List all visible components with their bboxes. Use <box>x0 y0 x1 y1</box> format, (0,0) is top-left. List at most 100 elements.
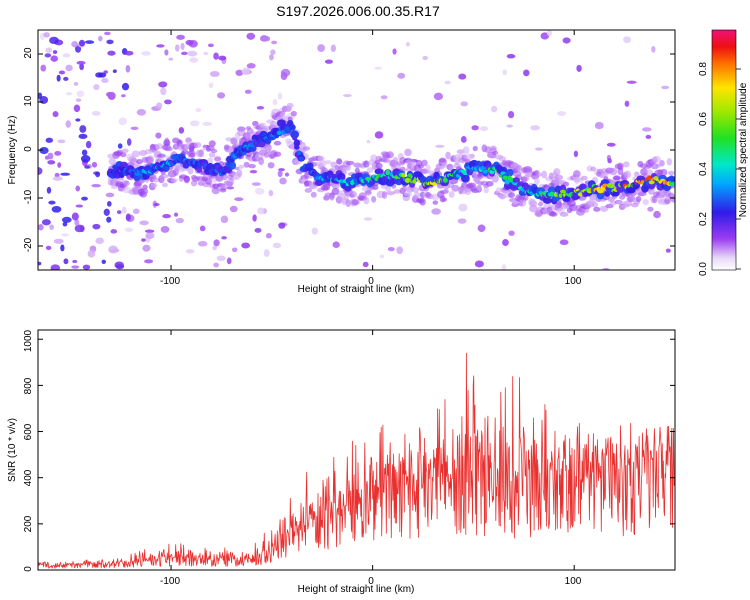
spectrogram-cell <box>101 77 109 84</box>
snr-y-axis-label: SNR (10 * v/v) <box>7 418 18 482</box>
spectrogram-cell <box>214 156 222 162</box>
spectrogram-cell <box>456 149 465 154</box>
spectrogram-cell <box>168 57 174 61</box>
spectrogram-cell <box>624 100 630 107</box>
spectrogram-cell <box>262 125 272 131</box>
spectrogram-cell <box>208 152 216 158</box>
spectrogram-cell <box>474 260 484 268</box>
spectrogram-cell <box>553 168 561 176</box>
spectrogram-cell <box>482 169 488 174</box>
spectrogram-cell <box>213 262 219 268</box>
spectrogram-cell <box>38 92 43 99</box>
spectrogram-cell <box>124 50 134 56</box>
spectrogram-cell <box>187 50 198 57</box>
spectrogram-cell <box>52 50 58 55</box>
spectrogram-cell <box>341 166 348 175</box>
spectrogram-cell <box>80 154 91 163</box>
spectrogram-cell <box>208 140 216 147</box>
spectrogram-cell <box>671 181 675 187</box>
spectrogram-cell <box>438 157 447 163</box>
spectrogram-cell <box>502 175 508 180</box>
spectrogram-cell <box>280 111 286 118</box>
spectrogram-cell <box>396 246 404 255</box>
spectrogram-cell <box>156 153 166 158</box>
spec-x-axis-label: Height of straight line (km) <box>298 284 415 295</box>
spectrogram-cell <box>151 177 160 183</box>
spectrogram-cell <box>375 162 383 169</box>
spectrogram-cell <box>290 130 300 139</box>
spectrogram-cell <box>79 63 84 71</box>
spectrogram-cell <box>87 249 96 258</box>
spectrogram-cell <box>56 74 61 82</box>
spectrogram-cell <box>671 197 675 203</box>
spectrogram-cell <box>174 44 180 52</box>
spectrogram-cell <box>178 127 185 134</box>
spectrogram-cell <box>197 240 208 247</box>
spectrogram-cell <box>57 162 62 168</box>
spectrogram-cell <box>141 51 151 56</box>
spectrogram-cell <box>374 168 384 175</box>
spectrogram-cell <box>534 177 540 186</box>
spectrogram-cell <box>81 149 88 156</box>
spectrogram-cell <box>106 39 114 45</box>
spectrogram-cell <box>448 191 455 198</box>
spectrogram-cell <box>234 166 240 171</box>
spectrogram-cell <box>548 212 558 217</box>
spectrogram-cell <box>462 146 470 155</box>
spectrogram-cell <box>220 215 229 224</box>
spectrogram-cell <box>142 244 151 252</box>
spectrogram-cell <box>405 41 411 47</box>
spectrogram-cell <box>181 51 188 56</box>
spectrogram-cell <box>147 155 154 163</box>
spectrogram-cell <box>213 239 220 247</box>
spectrogram-cell <box>559 239 569 246</box>
spectrogram-cell <box>176 34 185 40</box>
spectrogram-image <box>38 30 675 270</box>
spectrogram-cell <box>91 111 101 116</box>
spectrogram-cell <box>256 105 265 110</box>
spectrogram-cell <box>476 184 482 192</box>
spectrogram-cell <box>653 210 661 219</box>
spectrogram-cell <box>103 31 111 36</box>
spectrogram-cell <box>530 125 541 131</box>
spectrogram-cell <box>116 210 122 214</box>
spec-ytick-label: 10 <box>23 95 34 107</box>
spectrogram-cell <box>458 73 467 80</box>
spectrogram-cell <box>508 230 515 236</box>
spectrogram-cell <box>286 102 294 108</box>
spectrogram-cell <box>280 72 288 81</box>
spectrogram-cell <box>624 170 632 179</box>
spectrogram-cell <box>506 124 514 128</box>
spectrogram-cell <box>535 172 543 177</box>
spectrogram-cell <box>73 81 79 86</box>
spectrogram-cell <box>485 180 494 187</box>
spectrogram-cell <box>562 37 571 44</box>
spectrogram-cell <box>117 143 123 149</box>
spectrogram-cell <box>568 204 578 212</box>
spectrogram-cell <box>465 153 475 160</box>
spectrogram-cell <box>246 32 256 40</box>
snr-x-axis-label: Height of straight line (km) <box>298 584 415 595</box>
snr-xtick-label: 0 <box>368 576 374 587</box>
spectrogram-cell <box>331 187 340 196</box>
spectrogram-cell <box>304 187 313 193</box>
spectrogram-cell <box>471 125 479 131</box>
spectrogram-cell <box>107 153 114 159</box>
spectrogram-cell <box>374 131 384 139</box>
spectrogram-cell <box>422 55 428 60</box>
spectrogram-cell <box>76 60 86 65</box>
spectrogram-cell <box>226 257 232 265</box>
spectrogram-cell <box>213 52 219 60</box>
spectrogram-cell <box>403 191 413 197</box>
spectrogram-cell <box>633 171 640 177</box>
spectrogram-cell <box>198 149 205 158</box>
spectrogram-cell <box>235 69 244 76</box>
spectrogram-cell <box>397 72 406 79</box>
spectrogram-cell <box>41 219 51 226</box>
spectrogram-cell <box>432 200 439 205</box>
spectrogram-cell <box>460 135 467 143</box>
spectrogram-cell <box>82 264 91 270</box>
spec-y-axis-label: Frequency (Hz) <box>7 116 18 185</box>
spectrogram-cell <box>477 224 486 232</box>
spectrogram-cell <box>241 67 251 76</box>
